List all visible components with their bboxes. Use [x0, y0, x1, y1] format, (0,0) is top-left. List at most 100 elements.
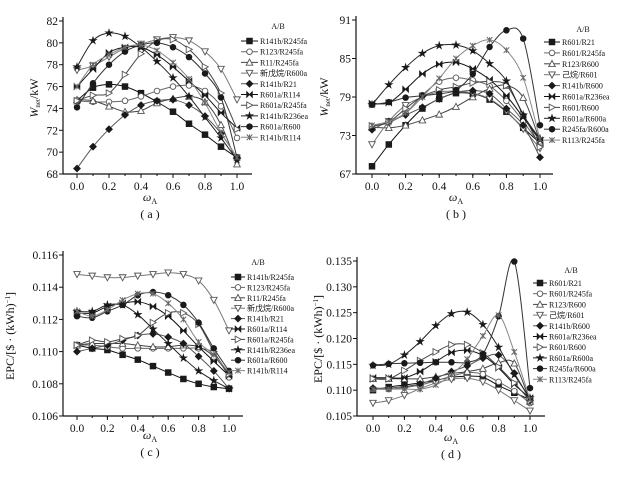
- data-point: [519, 93, 528, 101]
- data-point: [210, 345, 218, 352]
- y-tick-label: 72: [47, 125, 59, 137]
- x-tick-label: 1.0: [230, 181, 245, 193]
- data-point: [518, 110, 528, 119]
- data-point: [87, 306, 97, 316]
- data-point: [102, 299, 113, 309]
- y-tick-label: 0.108: [32, 379, 58, 391]
- data-point: [509, 369, 519, 379]
- data-point: [369, 362, 377, 369]
- data-point: [469, 42, 476, 49]
- series-R123/R245fa: [73, 82, 241, 142]
- data-point: [88, 96, 98, 105]
- legend-item: R141b/R236ea: [241, 110, 308, 121]
- series-R245fa/R600a: [368, 27, 544, 129]
- legend-label: R601a/R600: [260, 123, 300, 132]
- data-point: [485, 89, 494, 98]
- series-R601a/R600: [73, 39, 241, 161]
- data-point: [194, 352, 203, 361]
- legend-label: R601/R600: [562, 103, 599, 112]
- legend-item: R141b/R21: [241, 80, 297, 89]
- data-point: [119, 334, 127, 343]
- data-point: [486, 77, 494, 86]
- data-point: [525, 407, 535, 416]
- y-tick-label: 74: [47, 103, 59, 115]
- x-tick-label: 0.2: [398, 181, 413, 193]
- data-point: [495, 378, 502, 386]
- data-point: [121, 111, 129, 119]
- data-point: [401, 360, 408, 367]
- legend-marker-icon: [246, 134, 253, 141]
- legend-item: R245fa/R600a: [544, 125, 609, 134]
- legend-item: 己烷/R601: [544, 70, 598, 80]
- data-point: [148, 324, 158, 334]
- data-point: [209, 375, 219, 385]
- data-point: [210, 383, 218, 391]
- data-point: [195, 319, 202, 326]
- data-point: [184, 91, 194, 101]
- legend-item: R245fa/R600a: [533, 365, 596, 374]
- y-tick-label: 80: [47, 38, 59, 50]
- data-point: [164, 369, 172, 376]
- legend-label: R141b/R245fa: [247, 273, 295, 282]
- data-point: [368, 101, 376, 108]
- data-point: [478, 378, 487, 387]
- legend-label: R141b/R114: [260, 133, 301, 142]
- data-point: [520, 74, 527, 81]
- x-tick-label: 0.6: [161, 423, 176, 435]
- data-point: [463, 361, 472, 370]
- legend-item: R601/R21: [533, 279, 582, 288]
- data-point: [119, 301, 126, 309]
- legend-marker-icon: [547, 71, 557, 79]
- chart-panel-b: 67 73 79 85 91 0.0 0.2 0.4 0.6 0.8 1.0 ωA Wnet/kW ( b…: [317, 15, 610, 221]
- data-point: [416, 359, 424, 367]
- data-point: [153, 87, 161, 95]
- data-point: [431, 320, 441, 330]
- data-point: [493, 342, 504, 352]
- data-point: [72, 271, 82, 279]
- data-point: [451, 102, 461, 110]
- data-point: [418, 103, 427, 112]
- data-point: [217, 129, 225, 136]
- data-point: [185, 45, 194, 54]
- data-point: [384, 397, 393, 405]
- data-point: [486, 36, 493, 44]
- data-point: [133, 272, 142, 281]
- data-point: [121, 97, 129, 105]
- y-tick-label: 0.116: [33, 250, 59, 262]
- legend-marker-icon: [234, 314, 242, 323]
- legend-marker-icon: [536, 343, 545, 352]
- data-point: [137, 93, 145, 100]
- legend-label: R123/R245fa: [247, 283, 291, 292]
- y-tick-label: 0.110: [33, 347, 59, 359]
- legend-label: R141b/R114: [247, 367, 288, 376]
- data-point: [217, 108, 225, 117]
- data-point: [194, 277, 203, 286]
- legend-label: R601/R21: [549, 279, 582, 288]
- x-tick-label: 1.0: [222, 423, 237, 435]
- data-point: [168, 72, 178, 82]
- data-point: [105, 51, 113, 59]
- legend-item: 己烷/R601: [533, 310, 585, 320]
- legend-marker-icon: [234, 367, 242, 374]
- legend-item: R601a/R600: [241, 123, 300, 132]
- data-point: [209, 366, 218, 375]
- x-tick-label: 0.4: [134, 181, 149, 193]
- legend-label: R601a/R600: [247, 356, 287, 365]
- data-point: [519, 121, 528, 130]
- data-point: [134, 297, 142, 306]
- data-point: [121, 70, 130, 79]
- data-point: [105, 81, 113, 88]
- panel-caption: ( b ): [446, 207, 466, 221]
- y-tick-label: 0.115: [327, 359, 353, 371]
- legend-marker-icon: [245, 69, 254, 78]
- data-point: [180, 301, 187, 309]
- legend-marker-icon: [245, 79, 254, 88]
- data-point: [435, 110, 444, 118]
- data-point: [415, 336, 425, 346]
- legend-marker-icon: [245, 58, 254, 66]
- data-point: [503, 27, 510, 34]
- data-point: [416, 367, 424, 376]
- legend-label: R113/R245fa: [549, 375, 592, 384]
- data-point: [402, 85, 409, 94]
